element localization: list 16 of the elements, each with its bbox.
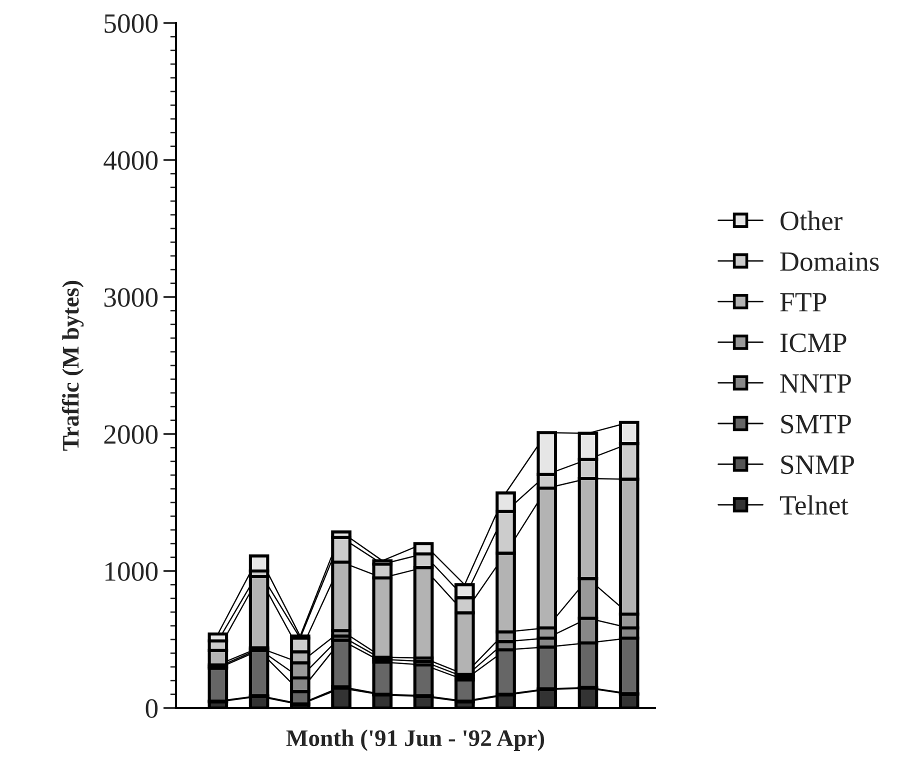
legend-label: Telnet [780,495,848,515]
legend-label: ICMP [780,334,846,352]
y-tick-label: 5000 [104,14,158,33]
y-tick-label: 2000 [104,425,158,444]
x-axis-title: Month ('91 Jun - '92 Apr) [286,730,544,751]
legend-label: SMTP [781,414,851,434]
legend-label: NNTP [780,374,851,393]
y-tick-label: 0 [146,699,158,718]
legend-label: SNMP [781,455,854,474]
legend-label: Other [780,210,842,230]
y-axis-title: Traffic (M bytes) [62,280,84,451]
y-tick-label: 4000 [104,151,158,170]
y-tick-label: 1000 [106,562,158,581]
y-tick-label: 3000 [104,288,158,307]
legend-label: Domains [780,252,879,271]
legend-label: FTP [780,293,826,312]
